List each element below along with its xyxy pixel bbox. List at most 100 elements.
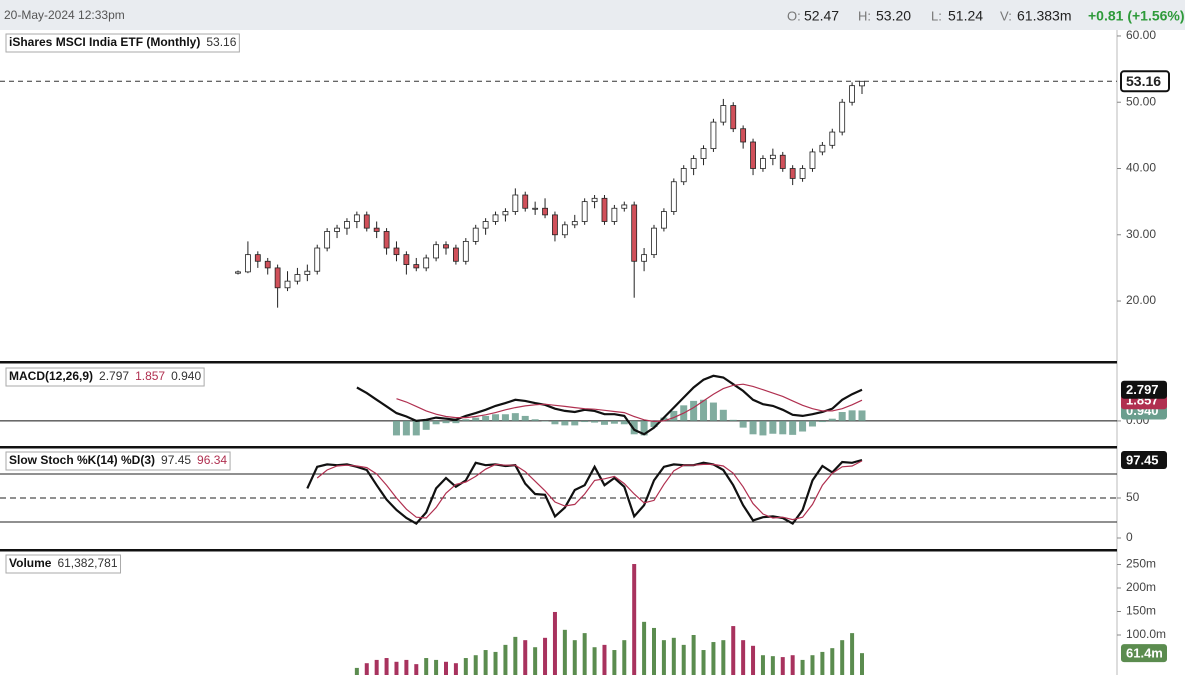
candle-body — [730, 105, 737, 130]
volume-bar — [552, 611, 557, 675]
volume-bar — [444, 661, 448, 675]
volume-bar — [592, 647, 597, 675]
legend-text: 1.857 — [135, 369, 165, 383]
candle-body — [284, 280, 291, 289]
volume-bar — [453, 663, 458, 675]
histogram-bar — [858, 410, 866, 421]
high-label: H: — [858, 8, 871, 23]
volume-label: V: — [1000, 8, 1012, 23]
candle-body — [779, 154, 786, 169]
volume-bar — [612, 650, 617, 675]
candle-body — [670, 181, 677, 212]
candle-body — [462, 240, 469, 262]
histogram-bar — [432, 420, 440, 425]
candle-body — [601, 197, 608, 222]
volume-bar — [770, 656, 775, 675]
candle-body — [740, 128, 747, 143]
candle-body — [571, 221, 578, 226]
candle-body — [324, 231, 331, 249]
indicator-line — [316, 460, 863, 521]
volume-bar — [364, 663, 369, 675]
volume-bar — [751, 645, 756, 675]
legend-box — [5, 554, 122, 574]
indicator-line — [356, 374, 863, 436]
volume-value: 61.383m — [1017, 8, 1071, 24]
pane-separator — [0, 446, 1117, 449]
histogram-bar — [620, 420, 628, 425]
histogram-bar — [818, 420, 826, 423]
volume-bar — [404, 659, 409, 675]
candle-body — [561, 224, 568, 236]
candle-body — [720, 105, 727, 123]
histogram-bar — [650, 420, 658, 428]
candle-body — [621, 204, 628, 209]
histogram-bar — [511, 413, 519, 421]
legend-box — [5, 367, 205, 387]
candle-body — [690, 158, 697, 169]
candle-body — [631, 204, 638, 262]
volume-bar — [642, 621, 647, 675]
candle-body — [502, 211, 509, 216]
candle-body — [413, 264, 420, 269]
candle-body — [532, 207, 539, 210]
legend-text: 2.797 — [99, 369, 129, 383]
pane-separator — [0, 549, 1117, 552]
histogram-bar — [660, 417, 668, 421]
y-tick-label: 20.00 — [1126, 293, 1156, 307]
histogram-bar — [541, 420, 549, 422]
histogram-bar — [392, 420, 400, 436]
change-value: +0.81 (+1.56%) — [1088, 8, 1185, 24]
volume-bar — [800, 659, 805, 675]
histogram-bar — [422, 420, 430, 430]
volume-bar — [741, 640, 746, 675]
candle-body — [363, 214, 370, 229]
candle-body — [591, 197, 598, 203]
candle-body — [264, 260, 271, 269]
candle-body — [314, 247, 321, 272]
volume-bar — [384, 658, 389, 675]
histogram-bar — [729, 419, 737, 421]
volume-bar — [820, 651, 825, 675]
legend-text: MACD(12,26,9) — [9, 369, 93, 383]
candle-body — [760, 158, 766, 169]
candle-body — [522, 194, 529, 209]
candle-body — [542, 207, 548, 216]
volume-bar — [434, 659, 439, 675]
legend-text: 96.34 — [197, 453, 227, 467]
candle-body — [334, 227, 340, 232]
high-value: 53.20 — [876, 8, 911, 24]
histogram-bar — [700, 399, 708, 421]
volume-bar — [780, 657, 785, 675]
candle-body — [651, 227, 657, 256]
legend-text: 0.940 — [171, 369, 201, 383]
histogram-bar — [779, 420, 787, 435]
volume-bar — [394, 661, 399, 675]
candle-body — [809, 151, 816, 169]
candle-body — [274, 267, 281, 289]
candle-body — [443, 244, 449, 249]
volume-bar — [731, 626, 736, 675]
volume-bar — [602, 644, 607, 675]
histogram-bar — [521, 415, 529, 421]
histogram-bar — [571, 420, 579, 426]
histogram-bar — [630, 420, 638, 435]
volume-bar — [354, 667, 359, 675]
legend-text: 53.16 — [206, 35, 236, 49]
legend-text: 97.45 — [161, 453, 191, 467]
candle-body — [403, 254, 410, 265]
histogram-bar — [472, 417, 480, 421]
candle-body — [641, 254, 647, 262]
histogram-bar — [412, 420, 420, 436]
candle-body — [254, 254, 261, 262]
histogram-bar — [759, 420, 767, 436]
volume-bar — [691, 634, 696, 675]
volume-bar — [543, 637, 548, 675]
volume-bar — [463, 658, 468, 675]
candle-body — [710, 121, 717, 150]
histogram-bar — [402, 420, 410, 436]
candle-body — [849, 85, 855, 103]
volume-bar — [414, 664, 419, 675]
value-box-text: 53.16 — [1126, 73, 1161, 89]
value-box — [1121, 451, 1167, 470]
